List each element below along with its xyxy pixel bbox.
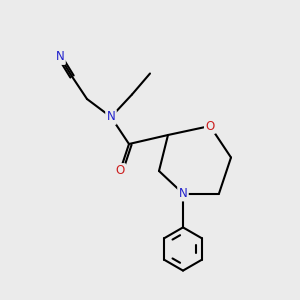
- Text: N: N: [106, 110, 116, 124]
- Text: N: N: [56, 50, 64, 64]
- Text: O: O: [116, 164, 124, 178]
- Text: O: O: [206, 119, 214, 133]
- Text: N: N: [178, 187, 188, 200]
